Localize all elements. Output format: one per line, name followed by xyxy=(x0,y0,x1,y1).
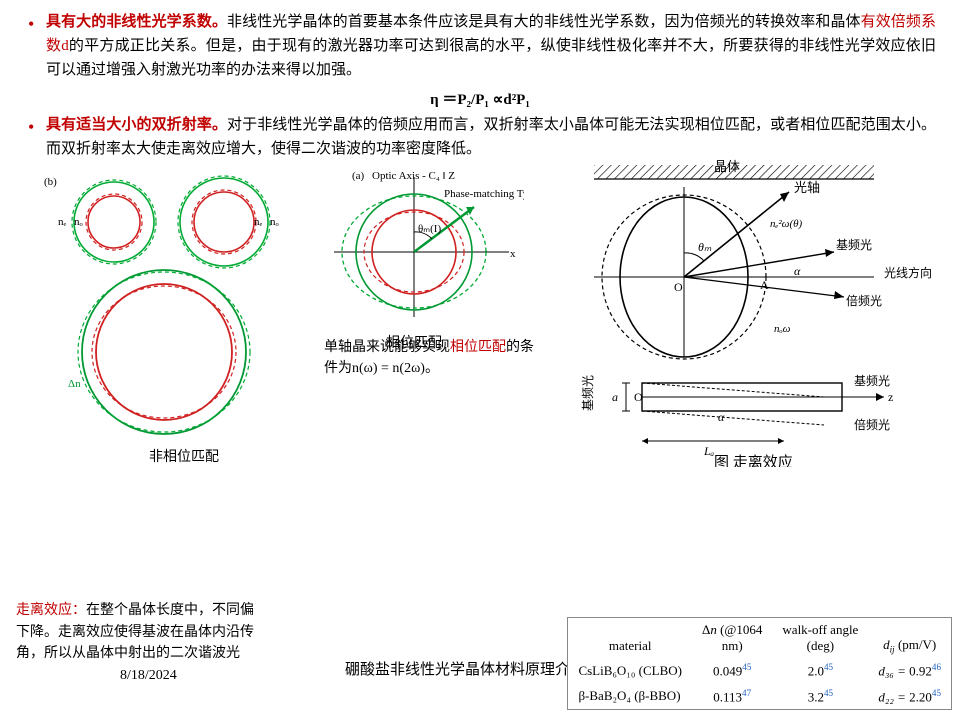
svg-text:基频光: 基频光 xyxy=(836,238,872,252)
svg-text:A: A xyxy=(760,278,769,292)
svg-text:z: z xyxy=(888,390,893,404)
svg-text:基频光: 基频光 xyxy=(581,375,595,411)
svg-text:θₘ: θₘ xyxy=(698,240,712,254)
footer-date: 8/18/2024 xyxy=(120,668,177,684)
bullet1-body-b: 的平方成正比关系。但是，由于现有的激光器功率可达到很高的水平，纵使非线性极化率并… xyxy=(46,38,936,78)
svg-text:O: O xyxy=(634,390,643,404)
walkoff-lead: 走离效应： xyxy=(16,603,86,618)
bullet-item-2: 具有适当大小的双折射率。对于非线性光学晶体的倍频应用而言，双折射率太小晶体可能无… xyxy=(24,113,936,161)
bullet1-body-a: 非线性光学晶体的首要基本条件应该是具有大的非线性光学系数，因为倍频光的转换效率和… xyxy=(227,14,861,30)
label-b: (b) xyxy=(44,176,57,188)
svg-text:nₑ: nₑ xyxy=(254,216,263,228)
svg-text:Δn: Δn xyxy=(68,378,81,390)
svg-text:图 走离效应: 图 走离效应 xyxy=(714,453,793,467)
svg-text:Lₐ: Lₐ xyxy=(703,444,715,458)
th-material: material xyxy=(568,618,692,659)
svg-text:x: x xyxy=(510,248,516,260)
svg-text:O: O xyxy=(674,280,683,294)
svg-text:α: α xyxy=(794,264,801,278)
non-phase-match-label: 非相位匹配 xyxy=(24,446,344,466)
svg-text:Phase-matching Type I: Phase-matching Type I xyxy=(444,188,524,200)
uniaxial-caption: 单轴晶来说能够实现相位匹配的条件为n(ω) = n(2ω)。 xyxy=(324,337,534,379)
bullet-item-1: 具有大的非线性光学系数。非线性光学晶体的首要基本条件应该是具有大的非线性光学系数… xyxy=(24,10,936,82)
diagram-row: (b) nₑ nₒ nₒ nₑ Δn 非相 xyxy=(24,167,936,467)
bullet-list-2: 具有适当大小的双折射率。对于非线性光学晶体的倍频应用而言，双折射率太小晶体可能无… xyxy=(24,113,936,161)
svg-text:nₒω: nₒω xyxy=(774,323,791,335)
non-phase-matching-diagram: (b) nₑ nₒ nₒ nₑ Δn 非相 xyxy=(24,167,344,466)
svg-text:θₘ(I): θₘ(I) xyxy=(418,223,441,235)
svg-text:nₑ: nₑ xyxy=(58,216,67,228)
phase-matching-diagram: (a) Optic Axis - C₄ ‖ Z Phase-matching T… xyxy=(314,167,514,352)
walkoff-paragraph: 走离效应：在整个晶体长度中，不同偏 下降。走离效应使得基波在晶体内沿传 角，所以… xyxy=(16,600,396,665)
svg-text:(a): (a) xyxy=(352,170,365,182)
table-header-row: material Δn (@1064nm) walk-off angle(deg… xyxy=(568,618,952,659)
svg-text:nₒ: nₒ xyxy=(74,216,83,228)
slide-body: 具有大的非线性光学系数。非线性光学晶体的首要基本条件应该是具有大的非线性光学系数… xyxy=(0,0,960,467)
conversion-formula: η ＝P₂/P₁ ∝d²P₁ xyxy=(24,88,936,109)
th-walkoff: walk-off angle(deg) xyxy=(772,618,868,659)
svg-text:nₑ²ω(θ): nₑ²ω(θ) xyxy=(770,218,803,230)
th-dn: Δn (@1064nm) xyxy=(692,618,772,659)
bullet-list: 具有大的非线性光学系数。非线性光学晶体的首要基本条件应该是具有大的非线性光学系数… xyxy=(24,10,936,82)
material-properties-table: material Δn (@1064nm) walk-off angle(deg… xyxy=(567,617,952,710)
svg-text:α: α xyxy=(718,410,725,424)
table-row: β-BaB₂O₄ (β-BBO)0.113473.245d₂₂ = 2.2045 xyxy=(568,684,952,710)
svg-text:nₒ: nₒ xyxy=(270,216,279,228)
svg-text:倍频光: 倍频光 xyxy=(854,417,890,432)
svg-text:光线方向: 光线方向 xyxy=(884,265,932,280)
bullet2-lead: 具有适当大小的双折射率。 xyxy=(46,117,227,133)
svg-text:晶体: 晶体 xyxy=(714,159,740,174)
svg-text:倍频光: 倍频光 xyxy=(846,293,882,308)
svg-text:光轴: 光轴 xyxy=(794,180,820,195)
svg-text:a: a xyxy=(612,390,618,404)
bullet1-lead: 具有大的非线性光学系数。 xyxy=(46,14,227,30)
walkoff-diagram: 晶体 光轴 基频光 倍频光 光线方向 nₑ²ω(θ) nₒω xyxy=(534,157,954,472)
table-row: CsLiB₆O₁₀ (CLBO)0.049452.045d₃₆ = 0.9246 xyxy=(568,658,952,683)
svg-text:基频光: 基频光 xyxy=(854,374,890,388)
th-dij: dij (pm/V) xyxy=(868,618,951,659)
